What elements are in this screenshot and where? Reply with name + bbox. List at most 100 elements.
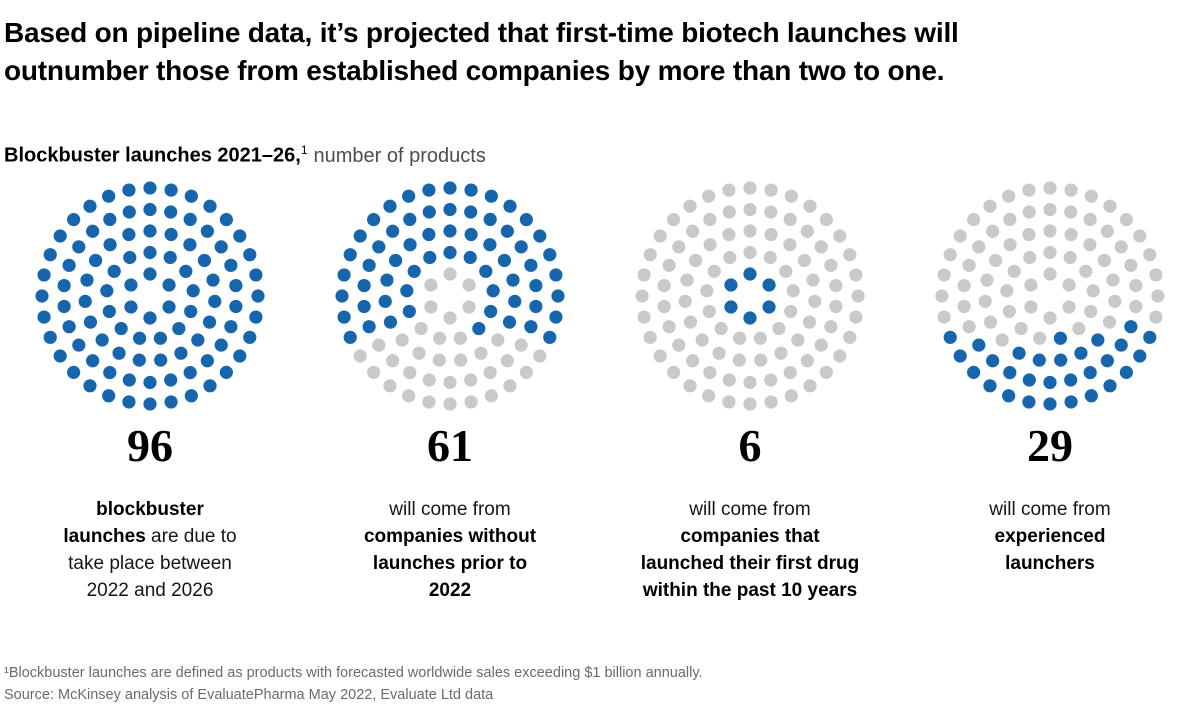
product-dot-highlighted xyxy=(1124,319,1138,333)
group-value-total: 96 xyxy=(127,419,173,471)
product-dot xyxy=(662,319,676,333)
product-dot-highlighted xyxy=(380,273,394,287)
product-dot xyxy=(957,299,971,313)
product-dot xyxy=(474,346,488,360)
product-dot-highlighted xyxy=(219,212,233,226)
product-dot-highlighted xyxy=(403,212,417,226)
product-dot xyxy=(824,258,838,272)
label-segment: will come from xyxy=(689,498,811,520)
dot-circle-chart-experienced xyxy=(935,181,1165,411)
product-dot xyxy=(403,365,417,379)
product-dot xyxy=(1002,189,1016,203)
product-dot-highlighted xyxy=(472,321,486,335)
product-dot-highlighted xyxy=(1100,353,1114,368)
product-dot-highlighted xyxy=(229,278,243,292)
product-dot-highlighted xyxy=(143,181,157,195)
product-dot-highlighted xyxy=(162,300,176,314)
product-dot xyxy=(803,378,817,393)
product-dot xyxy=(772,321,786,335)
product-dot-highlighted xyxy=(524,319,538,333)
product-dot xyxy=(995,333,1009,347)
product-dot xyxy=(743,375,757,389)
product-dot-highlighted xyxy=(172,321,186,335)
product-dot xyxy=(1022,205,1036,219)
product-dot xyxy=(707,264,721,278)
product-dot-highlighted xyxy=(233,349,247,363)
product-dot-highlighted xyxy=(543,330,557,344)
label-line: launched their first drug xyxy=(641,550,860,577)
product-dot xyxy=(1108,294,1122,308)
product-dot-highlighted xyxy=(83,315,98,329)
product-dot-highlighted xyxy=(53,349,67,363)
product-dot-highlighted xyxy=(762,278,776,292)
label-segment: will come from xyxy=(989,498,1111,520)
product-dot-highlighted xyxy=(143,224,157,238)
product-dot-highlighted xyxy=(483,237,497,251)
product-dot xyxy=(1043,311,1057,325)
product-dot xyxy=(1022,183,1036,197)
product-dot xyxy=(1151,289,1165,303)
product-dot-highlighted xyxy=(724,300,738,314)
group-label-first-drug-10-years: will come from companies that launched the… xyxy=(641,496,860,604)
product-dot xyxy=(774,346,788,360)
product-dot-highlighted xyxy=(503,199,517,213)
label-line: launches prior to xyxy=(364,550,536,577)
product-dot xyxy=(464,394,478,409)
label-segment: launches prior to xyxy=(372,552,528,574)
product-dot-highlighted xyxy=(163,250,177,264)
product-dot xyxy=(783,212,797,226)
product-dot-highlighted xyxy=(422,205,436,219)
product-dot-highlighted xyxy=(123,250,137,264)
product-dot xyxy=(743,224,757,238)
product-dot-highlighted xyxy=(67,365,81,379)
product-dot xyxy=(643,247,657,261)
product-dot-highlighted xyxy=(153,331,168,345)
product-dot xyxy=(819,365,833,379)
product-dot-highlighted xyxy=(986,353,1000,368)
product-dot xyxy=(688,253,703,267)
product-dot-highlighted xyxy=(762,300,776,314)
product-dot-highlighted xyxy=(72,338,86,352)
product-dot-highlighted xyxy=(62,258,76,272)
product-dot xyxy=(722,394,736,409)
product-dot xyxy=(1084,304,1098,318)
product-dot xyxy=(635,289,649,303)
product-dot xyxy=(1064,205,1078,219)
product-dot-highlighted xyxy=(443,245,457,259)
product-dot xyxy=(637,310,651,324)
product-dot-highlighted xyxy=(337,267,351,282)
product-dot xyxy=(763,250,777,264)
product-dot xyxy=(784,304,798,318)
product-dot-highlighted xyxy=(529,278,543,292)
product-dot-highlighted xyxy=(357,278,371,292)
product-dot-highlighted xyxy=(122,205,136,219)
product-dot xyxy=(1072,321,1086,335)
product-dot xyxy=(353,349,367,363)
product-dot xyxy=(829,299,843,313)
dot-circles-row: 96 blockbuster launches are due to take pl… xyxy=(0,176,1200,604)
product-dot-highlighted xyxy=(67,212,81,226)
product-dot-highlighted xyxy=(1053,331,1068,345)
product-dot-highlighted xyxy=(464,183,478,197)
product-dot xyxy=(851,289,865,303)
footnote-definition: ¹Blockbuster launches are defined as pro… xyxy=(4,665,703,681)
product-dot-highlighted xyxy=(62,319,76,333)
product-dot xyxy=(962,319,976,333)
product-dot-highlighted xyxy=(164,394,178,409)
product-dot xyxy=(702,388,716,403)
product-dot xyxy=(764,227,778,241)
product-dot xyxy=(653,229,667,243)
product-dot xyxy=(443,267,457,281)
product-dot-highlighted xyxy=(103,365,117,379)
product-dot-highlighted xyxy=(83,199,97,213)
label-line: will come from xyxy=(989,496,1110,523)
product-dot xyxy=(667,365,681,379)
product-dot xyxy=(1023,250,1037,264)
product-dot xyxy=(783,365,797,379)
product-dot-highlighted xyxy=(983,378,997,393)
dot-circle-chart-first-drug-10-years xyxy=(635,181,865,411)
product-dot-highlighted xyxy=(386,224,400,238)
product-dot-highlighted xyxy=(37,310,51,324)
product-dot xyxy=(1014,321,1028,335)
product-dot-highlighted xyxy=(479,264,493,278)
